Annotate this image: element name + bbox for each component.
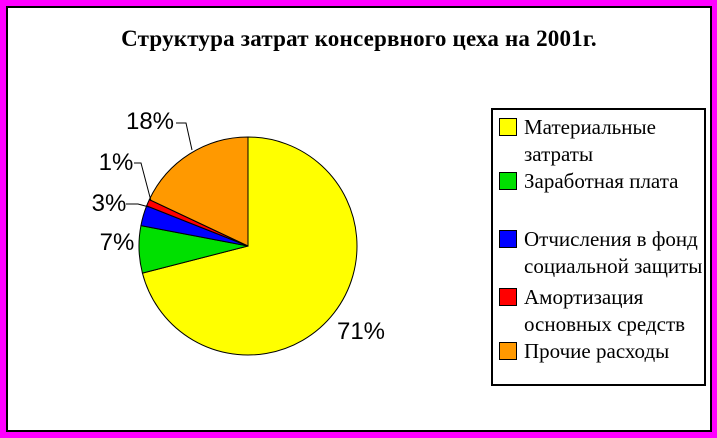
pie-slice-material-costs [141, 136, 358, 356]
legend-swatch-depreciation [499, 288, 517, 306]
pie-label-leader-depreciation [134, 162, 152, 202]
pie-label-leader-other-expenses [176, 122, 193, 151]
legend-item-social-fund: Отчисления в фонд социальной защиты [499, 226, 704, 280]
legend-label-other-expenses: Прочие расходы [524, 339, 670, 363]
legend-swatch-wages [499, 172, 517, 190]
pie-label-leader-social-fund [126, 203, 150, 208]
legend-item-other-expenses: Прочие расходы [499, 338, 704, 365]
legend-swatch-other-expenses [499, 342, 517, 360]
legend-label-depreciation: Амортизация основных средств [524, 285, 686, 336]
legend-item-material-costs: Материальные затраты [499, 114, 704, 168]
legend-swatch-material-costs [499, 118, 517, 136]
legend-item-wages: Заработная плата [499, 168, 704, 195]
legend-label-social-fund: Отчисления в фонд социальной защиты [524, 227, 703, 278]
chart-title: Структура затрат консервного цеха на 200… [121, 26, 597, 51]
pie-slice-other-expenses [148, 136, 249, 247]
chart-legend: Материальные затраты Заработная плата Отчи… [491, 108, 706, 386]
legend-label-material-costs: Материальные затраты [524, 115, 656, 166]
legend-swatch-social-fund [499, 230, 517, 248]
legend-label-wages: Заработная плата [524, 169, 679, 193]
legend-item-depreciation: Амортизация основных средств [499, 284, 704, 338]
